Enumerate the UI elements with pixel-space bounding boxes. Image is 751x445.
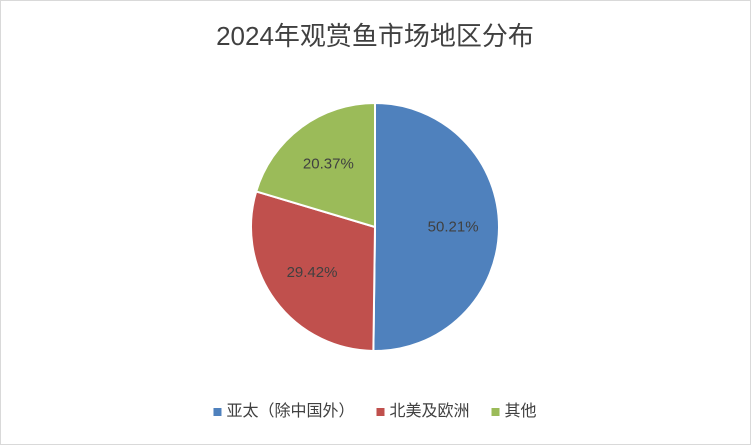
pie-slice — [372, 101, 500, 352]
legend-label: 北美及欧洲 — [389, 402, 469, 420]
legend: 亚太（除中国外） 北美及欧洲 其他 — [213, 402, 537, 420]
legend-marker — [376, 408, 385, 416]
legend-label: 其他 — [505, 402, 537, 420]
legend-marker — [213, 408, 222, 416]
pie-slice — [254, 101, 376, 229]
data-label: 20.37% — [303, 155, 354, 172]
legend-marker — [491, 408, 500, 416]
data-label: 29.42% — [287, 264, 338, 281]
data-label: 50.21% — [428, 218, 479, 235]
legend-label: 亚太（除中国外） — [226, 402, 354, 420]
chart-title: 2024年观赏鱼市场地区分布 — [216, 21, 534, 51]
pie-slice — [250, 190, 377, 353]
